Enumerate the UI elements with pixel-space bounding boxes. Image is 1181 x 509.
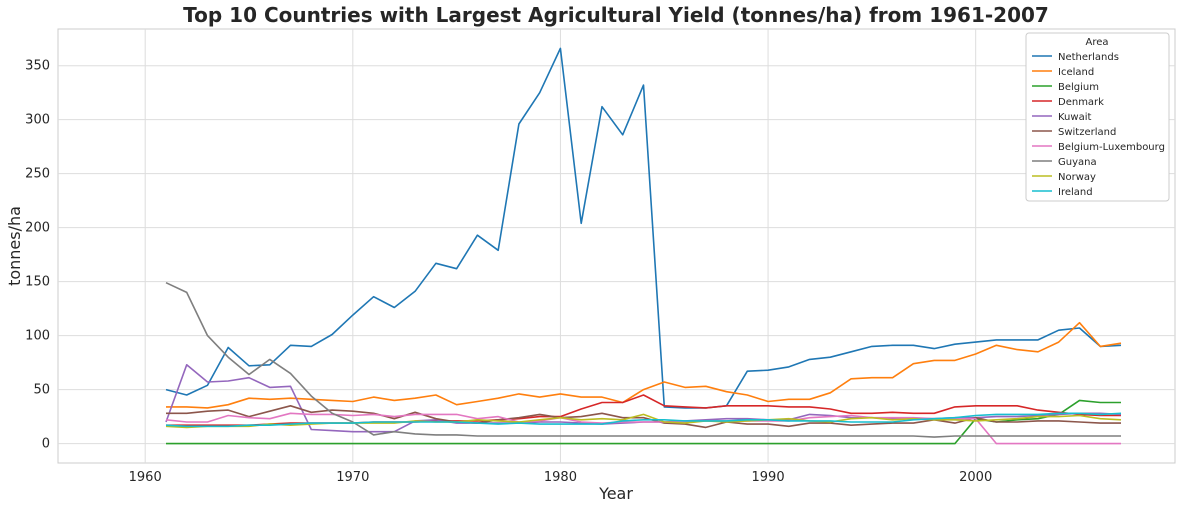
y-tick-label: 150 <box>25 275 50 290</box>
legend-title: Area <box>1085 37 1108 48</box>
legend-entry-iceland: Iceland <box>1058 67 1094 78</box>
legend-entry-denmark: Denmark <box>1058 97 1104 108</box>
y-tick-label: 100 <box>25 329 50 344</box>
x-axis-ticks: 1960 1970 1980 1990 2000 <box>129 470 993 485</box>
x-tick-label: 1990 <box>752 470 785 485</box>
y-tick-label: 300 <box>25 113 50 128</box>
plot-area <box>57 28 1176 464</box>
series-line-switzerland <box>166 404 1121 429</box>
x-tick-label: 1960 <box>129 470 162 485</box>
legend: Area Netherlands Iceland Belgium Denmark Kuw… <box>1025 32 1170 202</box>
series-line-iceland <box>166 321 1122 409</box>
legend-entry-ireland: Ireland <box>1058 187 1093 198</box>
x-tick-label: 1980 <box>544 470 577 485</box>
chart-title: Top 10 Countries with Largest Agricultur… <box>183 3 1049 27</box>
x-tick-label: 2000 <box>959 470 992 485</box>
y-tick-label: 350 <box>25 59 50 74</box>
x-axis-label: Year <box>598 484 633 503</box>
y-axis-ticks: 0 50 100 150 200 250 300 350 <box>25 59 50 452</box>
y-tick-label: 0 <box>42 437 50 452</box>
y-tick-label: 50 <box>33 383 50 398</box>
y-axis-label: tonnes/ha <box>5 206 24 286</box>
legend-entry-kuwait: Kuwait <box>1058 112 1091 123</box>
legend-entry-belgium: Belgium <box>1058 82 1099 93</box>
series-line-belgium-luxembourg <box>165 412 1121 445</box>
series-line-ireland <box>165 412 1122 428</box>
legend-entry-guyana: Guyana <box>1058 157 1097 168</box>
legend-entry-switzerland: Switzerland <box>1058 127 1116 138</box>
x-tick-label: 1970 <box>336 470 369 485</box>
legend-box <box>1025 32 1170 202</box>
series-lines <box>165 47 1122 445</box>
legend-entry-norway: Norway <box>1058 172 1096 183</box>
series-line-guyana <box>165 281 1121 438</box>
legend-entry-belgium-luxembourg: Belgium-Luxembourg <box>1058 142 1165 153</box>
y-tick-label: 250 <box>25 167 50 182</box>
y-tick-label: 200 <box>25 221 50 236</box>
series-line-netherlands <box>165 47 1122 409</box>
legend-entry-netherlands: Netherlands <box>1058 52 1119 63</box>
